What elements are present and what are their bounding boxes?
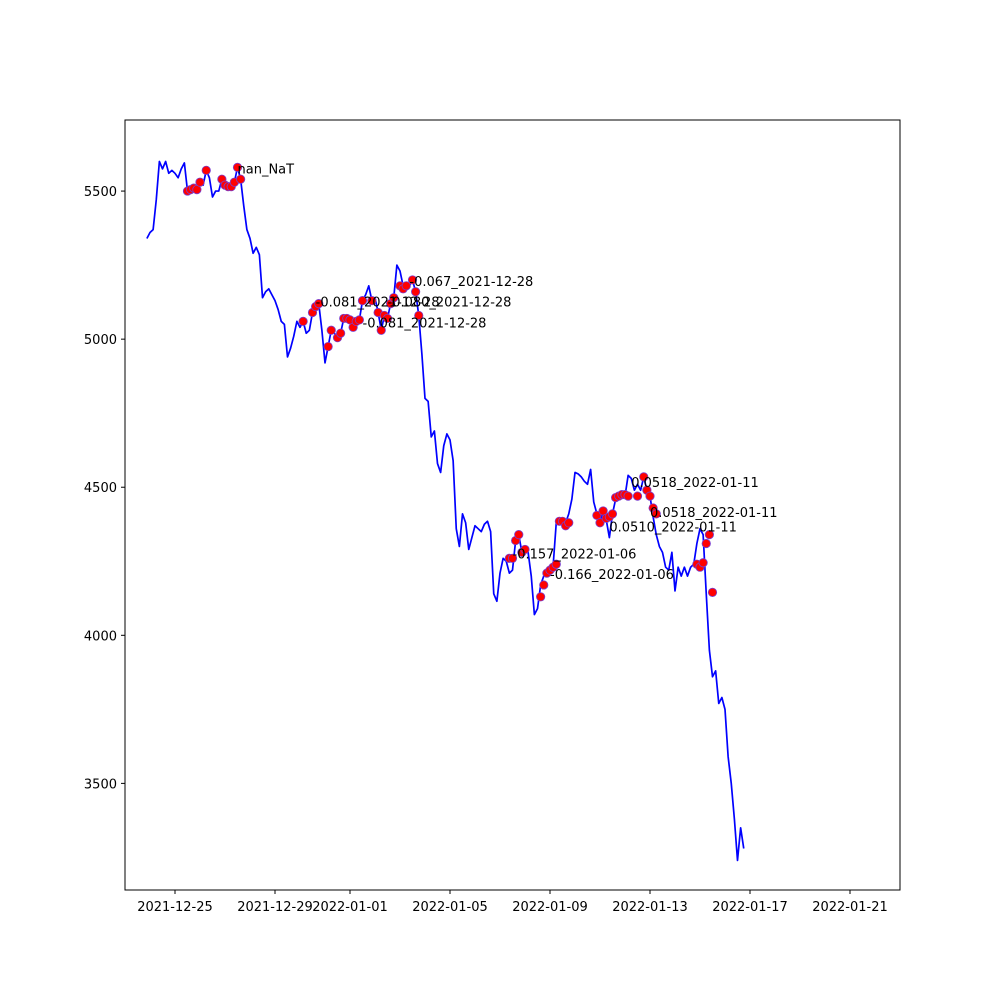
x-tick-label: 2022-01-21	[812, 900, 888, 915]
x-tick-label: 2022-01-13	[612, 900, 688, 915]
y-tick-label: 4500	[84, 481, 117, 496]
highlight-marker	[407, 275, 418, 285]
x-tick-label: 2021-12-29	[237, 900, 313, 915]
highlight-marker	[623, 491, 633, 501]
highlight-marker	[357, 296, 368, 306]
y-axis: 3500 4000 4500 5000 5500	[84, 185, 125, 792]
highlight-marker	[645, 491, 655, 501]
highlight-marker	[236, 174, 246, 184]
highlight-marker	[354, 315, 364, 325]
annotation-label: 0.0518_2022-01-11	[650, 506, 778, 521]
highlight-marker	[401, 281, 411, 291]
y-tick-label: 3500	[84, 777, 117, 792]
highlight-marker	[551, 559, 561, 569]
y-tick-label: 4000	[84, 629, 117, 644]
highlight-marker	[201, 165, 211, 175]
highlight-marker	[367, 296, 377, 306]
x-tick-label: 2022-01-09	[512, 900, 588, 915]
highlight-marker	[323, 341, 333, 352]
plot-area: nan_NaT -0.081_2021-12-28 -0.067_2021-12-2…	[146, 160, 778, 862]
annotation-label: -0.080_2021-12-28	[388, 296, 512, 311]
highlight-marker	[232, 162, 243, 172]
highlight-marker	[539, 580, 549, 590]
highlight-marker	[701, 538, 711, 549]
y-tick-label: 5000	[84, 333, 117, 348]
highlight-marker	[707, 587, 718, 597]
highlight-marker	[411, 287, 421, 297]
annotation-label: 0.0518_2022-01-11	[631, 476, 759, 491]
annotation-label: -0.067_2021-12-28	[409, 275, 533, 290]
highlight-marker	[520, 544, 530, 555]
highlight-marker	[376, 325, 386, 335]
highlight-marker	[651, 509, 661, 519]
highlight-marker	[336, 328, 346, 338]
highlight-marker	[595, 518, 605, 528]
highlight-marker	[507, 553, 518, 563]
highlight-marker	[298, 316, 308, 326]
y-tick-label: 5500	[84, 185, 117, 200]
highlight-marker	[195, 177, 205, 187]
x-tick-label: 2022-01-17	[712, 900, 788, 915]
highlight-marker	[632, 491, 643, 501]
highlight-marker	[389, 293, 399, 303]
annotation-label: -0.081_2021-12-28	[363, 316, 487, 331]
axes-frame	[124, 119, 901, 891]
highlight-marker	[698, 558, 708, 568]
highlight-marker	[326, 325, 336, 335]
annotation-label: 0.0510_2022-01-11	[609, 521, 737, 536]
x-axis: 2021-12-25 2021-12-29 2022-01-01 2022-01-05…	[137, 890, 888, 915]
highlight-marker	[607, 509, 618, 519]
annotation-label: -0.081_2021-12-28	[316, 296, 440, 311]
annotation-label: nan_NaT	[238, 162, 295, 177]
highlight-marker	[514, 530, 524, 540]
highlight-marker	[704, 530, 714, 540]
highlight-marker	[414, 310, 424, 321]
x-tick-label: 2021-12-25	[137, 900, 213, 915]
x-tick-label: 2022-01-05	[412, 900, 488, 915]
highlight-marker	[314, 299, 324, 309]
highlight-marker	[564, 518, 574, 528]
highlight-marker	[382, 313, 393, 324]
highlight-marker	[639, 472, 649, 482]
annotation-label: -0.166_2022-01-06	[550, 568, 674, 583]
annotation-label: -0.157_2022-01-06	[513, 547, 637, 562]
highlight-marker	[536, 592, 546, 602]
x-tick-label: 2022-01-01	[312, 900, 388, 915]
